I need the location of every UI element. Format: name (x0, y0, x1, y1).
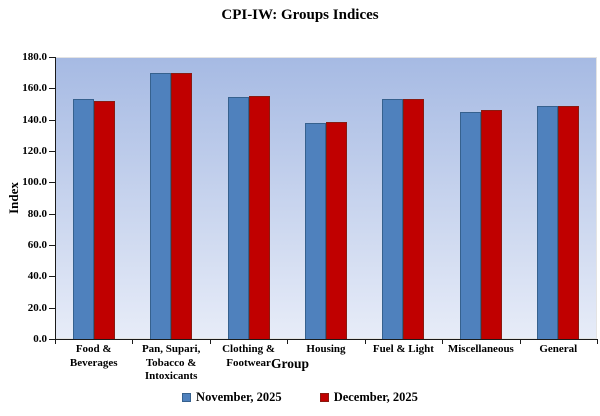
y-tick-label-20-0: 20.0 (27, 301, 47, 314)
y-tick-mark-120-0 (49, 151, 55, 152)
x-tick-mark-1 (132, 339, 134, 344)
bar-november-2025-miscellaneous (459, 112, 481, 339)
legend-marker-december-2025-icon (319, 392, 329, 402)
x-axis-line (55, 339, 598, 340)
bar-november-2025-food-beverages (72, 99, 94, 339)
y-tick-mark-0-0 (49, 339, 55, 340)
x-axis-title: Group (270, 356, 309, 371)
chart-title: CPI-IW: Groups Indices (221, 7, 379, 23)
y-tick-label-140-0: 140.0 (22, 113, 47, 126)
y-tick-label-100-0: 100.0 (22, 176, 47, 189)
x-category-label-pan-supari-tobacco-intoxicants: Pan, Supari, Tobacco & Intoxicants (141, 343, 201, 382)
bar-december-2025-miscellaneous (480, 110, 502, 339)
y-tick-mark-60-0 (49, 245, 55, 246)
x-category-label-housing: Housing (306, 343, 346, 355)
bar-november-2025-general (537, 106, 559, 339)
y-tick-mark-100-0 (49, 182, 55, 184)
legend-label-november-2025: November, 2025 (196, 390, 282, 404)
x-category-label-clothing-footwear: Clothing & Footwear (222, 343, 275, 369)
y-tick-label-180-0: 180.0 (22, 51, 47, 63)
bar-november-2025-pan-supari-tobacco-intoxicants (150, 73, 172, 339)
y-tick-label-60-0: 60.0 (27, 239, 47, 251)
x-category-label-miscellaneous: Miscellaneous (447, 343, 514, 355)
y-tick-label-40-0: 40.0 (27, 270, 47, 283)
x-tick-mark-6 (519, 339, 521, 344)
y-tick-mark-180-0 (49, 57, 55, 58)
bar-november-2025-clothing-footwear (227, 97, 249, 339)
y-tick-label-120-0: 120.0 (22, 145, 47, 157)
legend-label-december-2025: December, 2025 (333, 390, 418, 404)
bar-december-2025-food-beverages (93, 101, 115, 339)
y-tick-mark-80-0 (49, 213, 55, 215)
bar-december-2025-pan-supari-tobacco-intoxicants (171, 73, 193, 339)
legend-entry-december-2025: December, 2025 (319, 390, 418, 404)
y-tick-label-160-0: 160.0 (22, 82, 47, 95)
x-tick-mark-0 (55, 339, 56, 344)
y-axis-line (55, 57, 56, 340)
x-tick-mark-5 (442, 339, 444, 344)
legend-entry-november-2025: November, 2025 (182, 390, 282, 404)
x-tick-mark-4 (364, 339, 366, 344)
y-tick-mark-40-0 (49, 276, 55, 278)
bar-december-2025-clothing-footwear (248, 96, 270, 339)
bar-december-2025-housing (326, 122, 347, 339)
legend: November, 2025 December, 2025 (0, 390, 600, 404)
legend-marker-november-2025-icon (182, 392, 192, 402)
bar-december-2025-fuel-light (403, 99, 425, 339)
y-tick-label-80-0: 80.0 (27, 207, 47, 220)
y-tick-label-0-0: 0.0 (33, 333, 47, 345)
x-category-label-general: General (539, 343, 578, 355)
y-tick-mark-160-0 (49, 88, 55, 90)
x-tick-mark-7 (597, 339, 598, 344)
bar-november-2025-fuel-light (382, 99, 404, 339)
x-category-label-fuel-light: Fuel & Light (372, 343, 434, 355)
x-category-label-food-beverages: Food & Beverages (69, 343, 118, 369)
x-tick-mark-2 (209, 339, 211, 344)
bar-november-2025-housing (305, 123, 326, 339)
x-tick-mark-3 (287, 339, 289, 344)
y-tick-mark-20-0 (49, 307, 55, 309)
y-tick-mark-140-0 (49, 119, 55, 121)
bar-december-2025-general (558, 106, 580, 339)
